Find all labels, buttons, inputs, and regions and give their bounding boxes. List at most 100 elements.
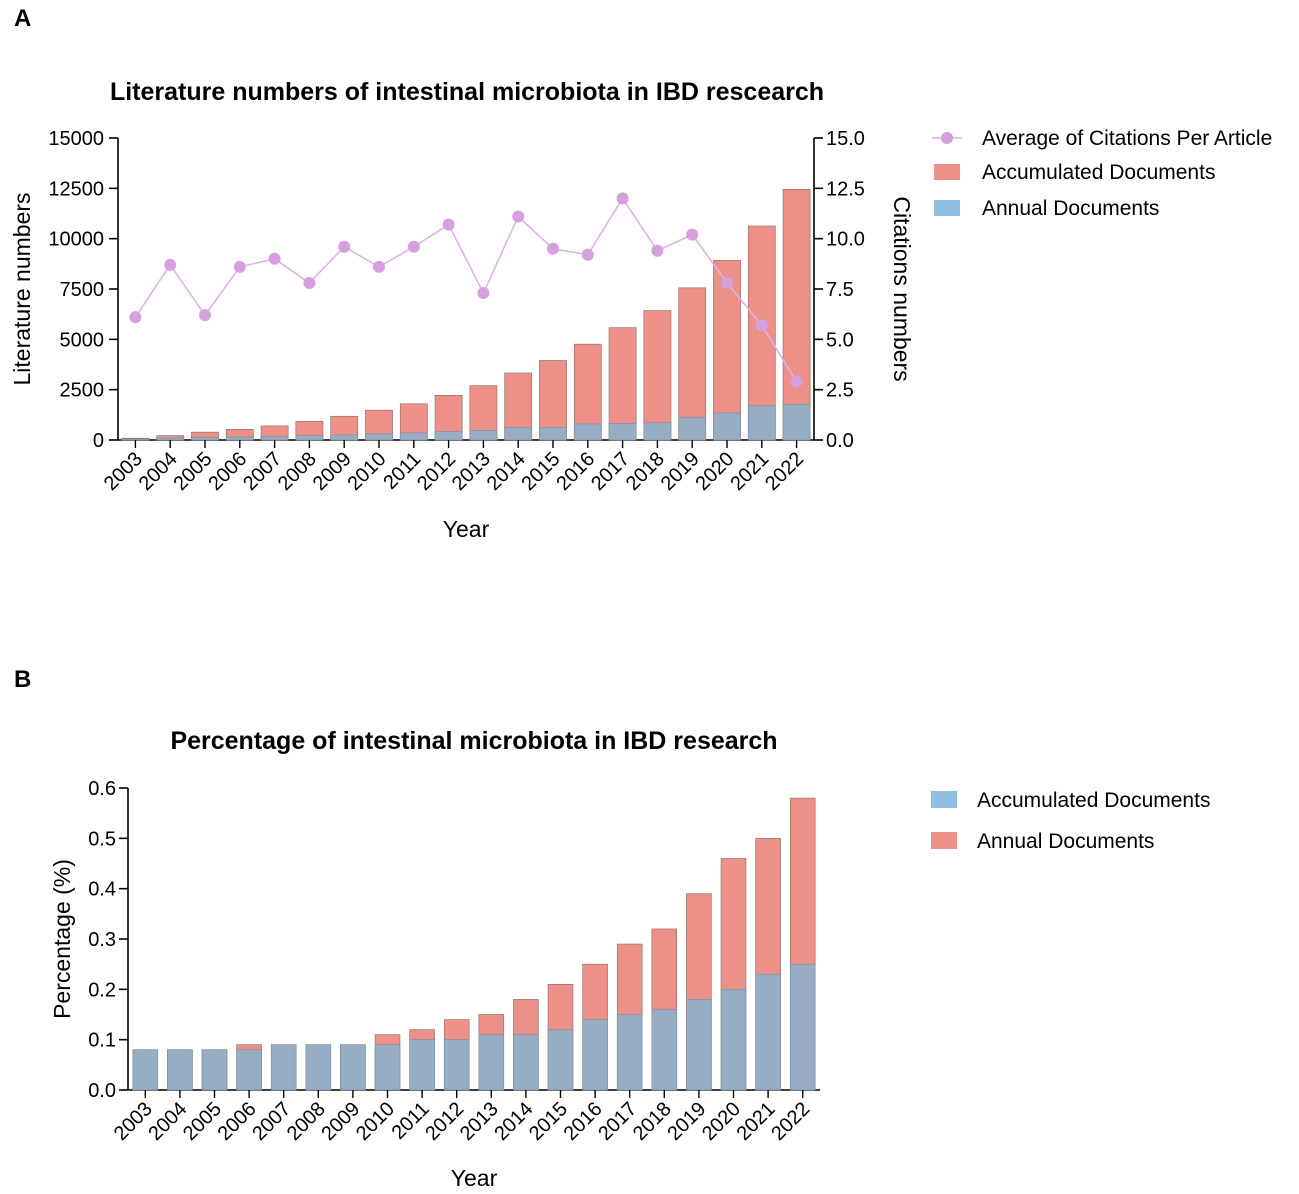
accumulated-bar	[443, 1039, 470, 1091]
chart-b-xtick-label: 2017	[594, 1098, 641, 1145]
chart-a-y2tick-label: 15.0	[826, 128, 865, 150]
chart-a-xtick-label: 2017	[587, 448, 634, 495]
citations-point	[268, 252, 281, 265]
accumulated-bar	[713, 260, 741, 441]
chart-b-xtick-label: 2007	[248, 1098, 295, 1145]
chart-a-ytick-label: 12500	[48, 178, 104, 200]
chart-b-xtick-label: 2006	[214, 1098, 261, 1145]
accumulated-bar	[305, 1044, 332, 1091]
annual-bar	[156, 437, 185, 441]
chart-a-xtick-label: 2019	[657, 448, 704, 495]
accumulated-bar	[374, 1044, 401, 1091]
chart-a-xtick-label: 2022	[761, 448, 808, 495]
accumulated-bar	[547, 1029, 574, 1091]
annual-bar	[191, 437, 219, 441]
annual-bar	[782, 403, 811, 441]
accumulated-bar	[513, 1034, 539, 1091]
chart-b-xtick-label: 2004	[144, 1098, 191, 1145]
chart-a-ytick-label: 7500	[60, 279, 105, 301]
citations-point	[547, 242, 559, 255]
chart-b-ytick-label: 0.3	[88, 929, 116, 951]
annual-bar	[539, 427, 567, 441]
chart-a-y2tick-label: 2.5	[826, 380, 854, 402]
chart-a-xtick-label: 2007	[239, 448, 286, 495]
chart-a-title: Literature numbers of intestinal microbi…	[110, 78, 824, 106]
chart-a-plot: 0 2500 5000 7500 10000 12500 15000 0.0 2.5 5.0 7.5…	[48, 128, 865, 495]
citations-point	[373, 260, 385, 273]
citations-point	[581, 248, 594, 261]
citations-point	[442, 218, 455, 231]
citations-point	[755, 319, 768, 332]
annual-bar	[225, 436, 254, 441]
chart-b-plot: 0.00.10.20.30.40.50.62003200420052006200…	[88, 778, 820, 1145]
accumulated-bar	[478, 1034, 505, 1091]
chart-a-xtick-label: 2013	[448, 448, 495, 495]
citations-point	[477, 287, 490, 300]
panel-a-label: A	[14, 5, 31, 32]
chart-a-y2tick-label: 10.0	[826, 229, 865, 251]
legend-a-item-1-label: Accumulated Documents	[982, 161, 1215, 184]
accumulated-bar	[409, 1039, 435, 1091]
panel-b-label: B	[14, 666, 31, 693]
citations-point	[790, 375, 803, 388]
citations-point	[199, 309, 211, 322]
citations-point	[651, 244, 664, 257]
annual-bar	[260, 436, 289, 441]
accumulated-bar	[747, 225, 776, 441]
chart-b-ytick-label: 0.4	[88, 879, 116, 901]
chart-b-ytick-label: 0.1	[88, 1030, 116, 1052]
legend-b-item-0-label: Accumulated Documents	[977, 789, 1210, 812]
chart-a-xtick-label: 2015	[518, 448, 565, 495]
accumulated-bar	[132, 1049, 159, 1091]
chart-a-xtick-label: 2011	[379, 448, 425, 494]
chart-b-ytick-label: 0.2	[88, 979, 116, 1001]
annual-bar	[678, 416, 707, 441]
annual-bar	[573, 423, 602, 441]
annual-bar	[365, 433, 393, 441]
citations-point	[164, 258, 177, 271]
annual-bar	[469, 430, 498, 441]
chart-a-ytick-label: 5000	[60, 329, 105, 351]
accumulated-bar	[678, 287, 707, 441]
chart-b-title: Percentage of intestinal microbiota in I…	[170, 727, 777, 755]
chart-b-xtick-label: 2019	[663, 1098, 710, 1145]
chart-a-xtick-label: 2014	[483, 448, 530, 495]
chart-a-xlabel: Year	[443, 516, 490, 542]
legend-a-accumulated-swatch	[934, 164, 960, 180]
chart-a-ytick-label: 10000	[48, 229, 104, 251]
chart-b-xtick-label: 2020	[698, 1098, 745, 1145]
chart-b-xtick-label: 2003	[110, 1098, 157, 1145]
citations-point	[686, 228, 699, 241]
accumulated-bar	[720, 989, 747, 1091]
chart-b-xtick-label: 2009	[317, 1098, 364, 1145]
accumulated-bar	[782, 189, 811, 441]
chart-a-xtick-label: 2008	[274, 448, 321, 495]
chart-b-xtick-label: 2005	[179, 1098, 226, 1145]
chart-a-xtick-label: 2010	[344, 448, 391, 495]
chart-a-y2tick-label: 12.5	[826, 178, 865, 200]
chart-b-xtick-label: 2014	[490, 1098, 537, 1145]
citations-point	[233, 260, 246, 273]
chart-a-xtick-label: 2016	[552, 448, 599, 495]
chart-b-xtick-label: 2016	[560, 1098, 607, 1145]
legend-a-item-2-label: Annual Documents	[982, 197, 1159, 220]
annual-bar	[399, 432, 428, 441]
accumulated-bar	[643, 310, 672, 441]
chart-b-ylabel: Percentage (%)	[49, 859, 75, 1019]
annual-bar	[504, 427, 533, 441]
accumulated-bar	[167, 1049, 193, 1091]
annual-bar	[713, 412, 741, 441]
chart-a-xtick-label: 2012	[413, 448, 460, 495]
chart-a-y2tick-label: 7.5	[826, 279, 854, 301]
citations-point	[407, 240, 420, 253]
chart-b-ytick-label: 0.5	[88, 828, 116, 850]
chart-a-y2tick-label: 5.0	[826, 329, 854, 351]
annual-bar	[747, 405, 776, 441]
chart-a-xtick-label: 2020	[692, 448, 739, 495]
chart-b-xlabel: Year	[451, 1165, 498, 1191]
chart-a-xtick-label: 2009	[309, 448, 356, 495]
citations-point	[512, 210, 525, 223]
annual-bar	[295, 435, 324, 441]
chart-a-legend: Average of Citations Per Article Accumul…	[932, 127, 1272, 220]
